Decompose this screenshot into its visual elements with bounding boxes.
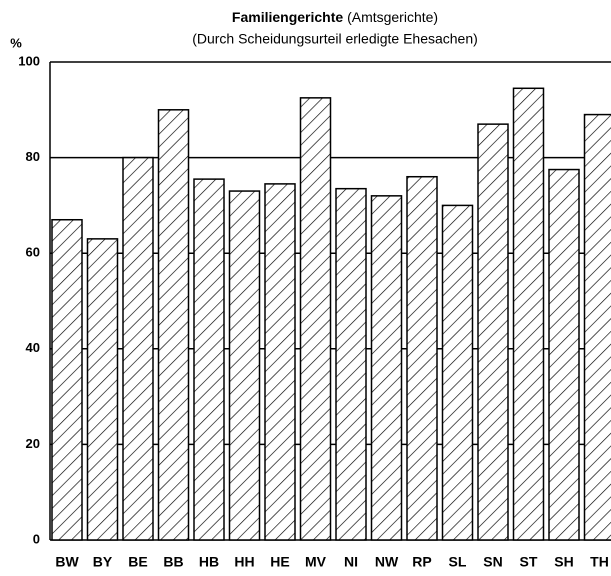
- bar: [441, 204, 474, 541]
- y-tick-label: 80: [26, 149, 40, 164]
- x-tick-label: BW: [55, 554, 79, 570]
- title-main: Familiengerichte: [232, 9, 343, 25]
- bar: [548, 168, 580, 541]
- x-tick-label: SN: [483, 554, 502, 570]
- x-tick-label: HH: [234, 554, 254, 570]
- bar: [228, 190, 261, 541]
- x-tick-label: RP: [412, 554, 431, 570]
- bar: [477, 123, 509, 541]
- x-tick-label: HE: [270, 554, 289, 570]
- bar: [335, 187, 367, 541]
- chart-title: Familiengerichte (Amtsgerichte): [232, 9, 438, 25]
- bar: [512, 87, 545, 541]
- bar: [583, 113, 611, 541]
- x-tick-label: HB: [199, 554, 219, 570]
- title-suffix: (Amtsgerichte): [347, 9, 438, 25]
- x-tick-label: NW: [375, 554, 399, 570]
- y-tick-label: 40: [26, 340, 40, 355]
- y-tick-label: 20: [26, 436, 40, 451]
- x-tick-label: ST: [520, 554, 538, 570]
- x-tick-label: BE: [128, 554, 147, 570]
- chart-subtitle: (Durch Scheidungsurteil erledigte Ehesac…: [192, 31, 478, 47]
- y-tick-label: 60: [26, 245, 40, 260]
- x-tick-label: TH: [590, 554, 609, 570]
- bar: [299, 97, 332, 541]
- x-tick-label: NI: [344, 554, 358, 570]
- bar: [264, 183, 296, 541]
- bar: [406, 175, 438, 541]
- y-tick-label: 0: [33, 531, 40, 546]
- bar: [157, 109, 190, 541]
- x-tick-label: BB: [163, 554, 183, 570]
- bar: [51, 218, 83, 541]
- x-tick-label: BY: [93, 554, 113, 570]
- y-axis-label: %: [10, 35, 22, 50]
- y-tick-label: 100: [18, 53, 40, 68]
- x-tick-label: MV: [305, 554, 327, 570]
- bar: [122, 156, 154, 541]
- x-tick-label: SH: [554, 554, 573, 570]
- bar: [193, 178, 225, 541]
- bar: [370, 195, 403, 541]
- bar: [86, 238, 119, 541]
- x-tick-label: SL: [449, 554, 467, 570]
